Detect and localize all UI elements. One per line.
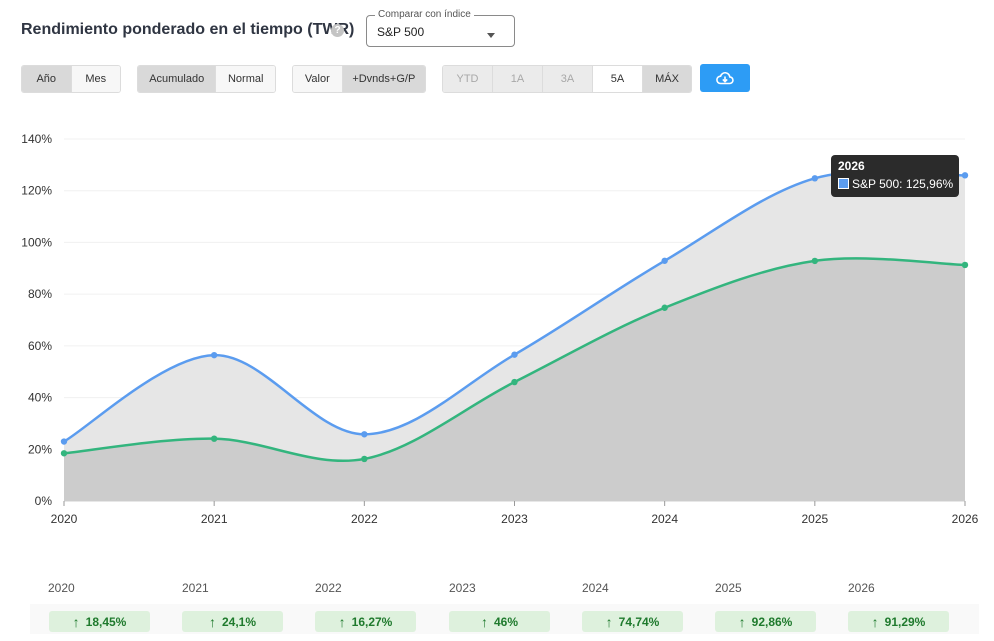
x-tick-label: 2020 bbox=[51, 512, 78, 526]
summary-badge: ↑ 24,1% bbox=[182, 611, 283, 632]
chart-points bbox=[60, 172, 969, 463]
summary-year: 2020 bbox=[48, 581, 75, 595]
chevron-down-icon bbox=[487, 33, 495, 38]
y-tick-label: 20% bbox=[28, 442, 52, 456]
arrow-up-icon: ↑ bbox=[738, 613, 746, 630]
dividends-button[interactable]: +Dvnds+G/P bbox=[342, 66, 425, 92]
x-tick-label: 2026 bbox=[952, 512, 979, 526]
range-max-button[interactable]: MÁX bbox=[643, 66, 691, 92]
index-select-value: S&P 500 bbox=[377, 25, 425, 39]
arrow-up-icon: ↑ bbox=[72, 613, 80, 630]
summary-year: 2024 bbox=[582, 581, 609, 595]
index-compare-select[interactable]: Comparar con índice S&P 500 bbox=[366, 9, 515, 47]
download-button[interactable] bbox=[700, 64, 750, 92]
mode-toggle: Acumulado Normal bbox=[137, 65, 276, 93]
value-button[interactable]: Valor bbox=[293, 66, 343, 92]
y-tick-label: 80% bbox=[28, 287, 52, 301]
x-tick-label: 2023 bbox=[501, 512, 528, 526]
summary-year: 2023 bbox=[449, 581, 476, 595]
summary-year: 2021 bbox=[182, 581, 209, 595]
arrow-up-icon: ↑ bbox=[605, 613, 613, 630]
data-point bbox=[361, 431, 368, 438]
arrow-up-icon: ↑ bbox=[871, 613, 879, 630]
value-toggle: Valor +Dvnds+G/P bbox=[292, 65, 426, 93]
summary-badge: ↑ 18,45% bbox=[49, 611, 150, 632]
range-3y-button[interactable]: 3A bbox=[543, 66, 593, 92]
mode-accumulated-button[interactable]: Acumulado bbox=[138, 66, 217, 92]
y-tick-label: 0% bbox=[35, 494, 53, 508]
summary-year: 2026 bbox=[848, 581, 875, 595]
period-toggle: Año Mes bbox=[21, 65, 121, 93]
data-point bbox=[661, 304, 668, 311]
y-tick-label: 140% bbox=[21, 132, 52, 146]
data-point bbox=[210, 351, 218, 359]
y-tick-label: 120% bbox=[21, 184, 52, 198]
summary-value: 18,45% bbox=[85, 614, 127, 629]
summary-value: 16,27% bbox=[351, 614, 393, 629]
summary-value: 24,1% bbox=[221, 614, 257, 629]
data-point bbox=[361, 455, 368, 463]
summary-value: 74,74% bbox=[618, 614, 660, 629]
data-point bbox=[60, 438, 68, 445]
tooltip-swatch bbox=[838, 178, 849, 189]
x-axis: 2020 2021 2022 2023 2024 2025 2026 bbox=[51, 501, 979, 526]
data-point bbox=[961, 172, 969, 179]
mode-normal-button[interactable]: Normal bbox=[216, 66, 275, 92]
y-tick-label: 60% bbox=[28, 339, 52, 353]
y-tick-label: 100% bbox=[21, 235, 52, 249]
summary-badge: ↑ 16,27% bbox=[315, 611, 416, 632]
index-select-legend: Comparar con índice bbox=[375, 9, 474, 20]
data-point bbox=[60, 450, 68, 457]
chart-areas bbox=[64, 171, 965, 501]
arrow-up-icon: ↑ bbox=[208, 613, 216, 630]
y-axis: 0% 20% 40% 60% 80% 100% 120% 140% bbox=[21, 132, 52, 508]
summary-year: 2022 bbox=[315, 581, 342, 595]
range-1y-button[interactable]: 1A bbox=[493, 66, 543, 92]
data-point bbox=[961, 261, 969, 269]
range-toggle: YTD 1A 3A 5A MÁX bbox=[442, 65, 692, 93]
series-area bbox=[64, 258, 965, 501]
summary-badge: ↑ 46% bbox=[449, 611, 550, 632]
x-tick-label: 2025 bbox=[801, 512, 828, 526]
data-point bbox=[661, 257, 668, 264]
range-5y-button[interactable]: 5A bbox=[593, 66, 643, 92]
summary-badge: ↑ 92,86% bbox=[715, 611, 816, 632]
period-month-button[interactable]: Mes bbox=[71, 66, 120, 92]
twr-chart: 0%20%40%60%80%100%120%140% 2020 2021 2022 2… bbox=[21, 132, 979, 526]
x-tick-label: 2024 bbox=[651, 512, 678, 526]
tooltip-value: S&P 500: 125,96% bbox=[852, 177, 954, 191]
x-tick-label: 2021 bbox=[201, 512, 228, 526]
x-tick-label: 2022 bbox=[351, 512, 378, 526]
summary-badge: ↑ 91,29% bbox=[848, 611, 949, 632]
tooltip-title: 2026 bbox=[838, 159, 865, 173]
y-tick-label: 40% bbox=[28, 391, 52, 405]
arrow-up-icon: ↑ bbox=[338, 613, 346, 630]
summary-value: 91,29% bbox=[884, 614, 926, 629]
data-point bbox=[210, 435, 218, 442]
range-ytd-button[interactable]: YTD bbox=[443, 66, 493, 92]
summary-value: 92,86% bbox=[751, 614, 793, 629]
chart-tooltip: 2026 S&P 500: 125,96% bbox=[831, 155, 959, 197]
data-point bbox=[511, 378, 518, 386]
page-title: Rendimiento ponderado en el tiempo (TWR) bbox=[21, 21, 355, 38]
help-icon[interactable]: ? bbox=[331, 24, 344, 37]
data-point bbox=[811, 257, 819, 265]
summary-year: 2025 bbox=[715, 581, 742, 595]
period-year-button[interactable]: Año bbox=[22, 66, 72, 92]
summary-badge: ↑ 74,74% bbox=[582, 611, 683, 632]
summary-value: 46% bbox=[493, 614, 519, 629]
data-point bbox=[811, 175, 819, 182]
data-point bbox=[511, 351, 518, 358]
arrow-up-icon: ↑ bbox=[480, 613, 488, 630]
cloud-download-icon bbox=[716, 71, 734, 85]
